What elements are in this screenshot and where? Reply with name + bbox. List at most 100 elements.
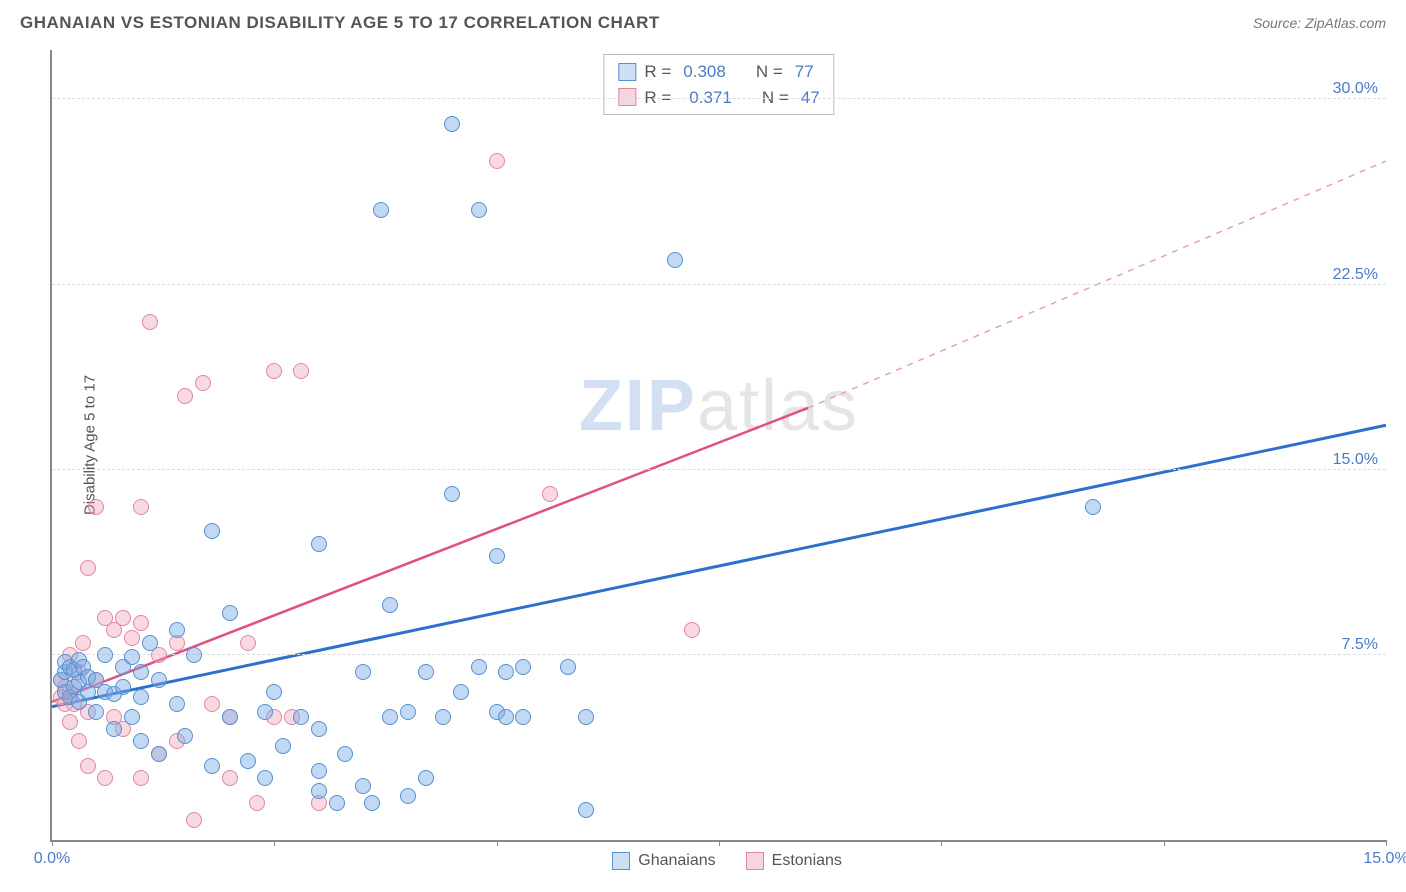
x-tick [1386, 840, 1387, 846]
scatter-point-blue [515, 709, 531, 725]
legend-row-blue: R = 0.308 N = 77 [618, 59, 819, 85]
x-tick [52, 840, 53, 846]
scatter-point-pink [80, 758, 96, 774]
scatter-point-blue [151, 672, 167, 688]
scatter-point-blue [133, 664, 149, 680]
scatter-point-blue [498, 664, 514, 680]
scatter-point-pink [75, 635, 91, 651]
legend-row-pink: R = 0.371 N = 47 [618, 85, 819, 111]
scatter-point-pink [97, 770, 113, 786]
n-label: N = [762, 85, 789, 111]
chart-plot-area: ZIPatlas Disability Age 5 to 17 R = 0.30… [50, 50, 1386, 842]
x-tick [941, 840, 942, 846]
scatter-point-blue [498, 709, 514, 725]
scatter-point-blue [444, 116, 460, 132]
scatter-point-blue [400, 788, 416, 804]
watermark: ZIPatlas [579, 365, 859, 447]
scatter-point-pink [186, 812, 202, 828]
gridline-horizontal [52, 469, 1386, 470]
n-value-blue: 77 [795, 59, 814, 85]
scatter-point-pink [88, 499, 104, 515]
scatter-point-blue [667, 252, 683, 268]
swatch-pink [746, 852, 764, 870]
r-value-blue: 0.308 [683, 59, 726, 85]
scatter-point-blue [186, 647, 202, 663]
n-value-pink: 47 [801, 85, 820, 111]
y-tick-label: 7.5% [1342, 636, 1378, 654]
scatter-point-blue [169, 622, 185, 638]
scatter-point-blue [382, 597, 398, 613]
scatter-point-blue [177, 728, 193, 744]
n-label: N = [756, 59, 783, 85]
scatter-point-blue [578, 709, 594, 725]
y-tick-label: 30.0% [1333, 80, 1378, 98]
scatter-point-pink [489, 153, 505, 169]
scatter-point-pink [71, 733, 87, 749]
scatter-point-blue [257, 704, 273, 720]
gridline-horizontal [52, 98, 1386, 99]
x-tick-label: 0.0% [34, 850, 70, 868]
scatter-point-pink [80, 560, 96, 576]
gridline-horizontal [52, 284, 1386, 285]
scatter-point-pink [249, 795, 265, 811]
correlation-legend: R = 0.308 N = 77 R = 0.371 N = 47 [603, 54, 834, 115]
scatter-point-blue [355, 664, 371, 680]
scatter-point-blue [275, 738, 291, 754]
scatter-point-blue [311, 721, 327, 737]
scatter-point-pink [124, 630, 140, 646]
y-tick-label: 22.5% [1333, 266, 1378, 284]
swatch-pink [618, 88, 636, 106]
scatter-point-pink [115, 610, 131, 626]
y-axis-label: Disability Age 5 to 17 [82, 375, 99, 515]
gridline-horizontal [52, 654, 1386, 655]
scatter-point-blue [293, 709, 309, 725]
scatter-point-blue [115, 679, 131, 695]
r-label: R = [644, 85, 671, 111]
scatter-point-blue [1085, 499, 1101, 515]
scatter-point-blue [515, 659, 531, 675]
scatter-point-pink [142, 314, 158, 330]
scatter-point-blue [355, 778, 371, 794]
scatter-point-blue [240, 753, 256, 769]
scatter-point-blue [453, 684, 469, 700]
x-tick-label: 15.0% [1363, 850, 1406, 868]
scatter-point-blue [266, 684, 282, 700]
scatter-point-pink [133, 499, 149, 515]
legend-label: Ghanaians [638, 852, 715, 870]
scatter-point-blue [400, 704, 416, 720]
scatter-point-blue [444, 486, 460, 502]
scatter-point-blue [311, 763, 327, 779]
scatter-point-blue [204, 523, 220, 539]
scatter-point-blue [142, 635, 158, 651]
swatch-blue [618, 63, 636, 81]
scatter-point-blue [133, 733, 149, 749]
source-label: Source: ZipAtlas.com [1253, 15, 1386, 31]
scatter-point-blue [382, 709, 398, 725]
scatter-point-blue [418, 770, 434, 786]
scatter-point-blue [124, 649, 140, 665]
series-legend: Ghanaians Estonians [612, 852, 842, 870]
scatter-point-blue [124, 709, 140, 725]
scatter-point-pink [266, 363, 282, 379]
scatter-point-pink [133, 770, 149, 786]
scatter-point-blue [204, 758, 220, 774]
scatter-point-blue [471, 202, 487, 218]
scatter-point-blue [489, 548, 505, 564]
scatter-point-blue [560, 659, 576, 675]
scatter-point-pink [684, 622, 700, 638]
scatter-point-blue [311, 536, 327, 552]
scatter-point-blue [471, 659, 487, 675]
x-tick [719, 840, 720, 846]
scatter-point-blue [435, 709, 451, 725]
scatter-point-blue [257, 770, 273, 786]
scatter-point-pink [133, 615, 149, 631]
scatter-point-pink [542, 486, 558, 502]
legend-label: Estonians [772, 852, 842, 870]
x-tick [497, 840, 498, 846]
x-tick [274, 840, 275, 846]
x-tick [1164, 840, 1165, 846]
chart-title: GHANAIAN VS ESTONIAN DISABILITY AGE 5 TO… [20, 13, 660, 33]
scatter-point-blue [418, 664, 434, 680]
scatter-point-blue [222, 605, 238, 621]
scatter-point-blue [578, 802, 594, 818]
